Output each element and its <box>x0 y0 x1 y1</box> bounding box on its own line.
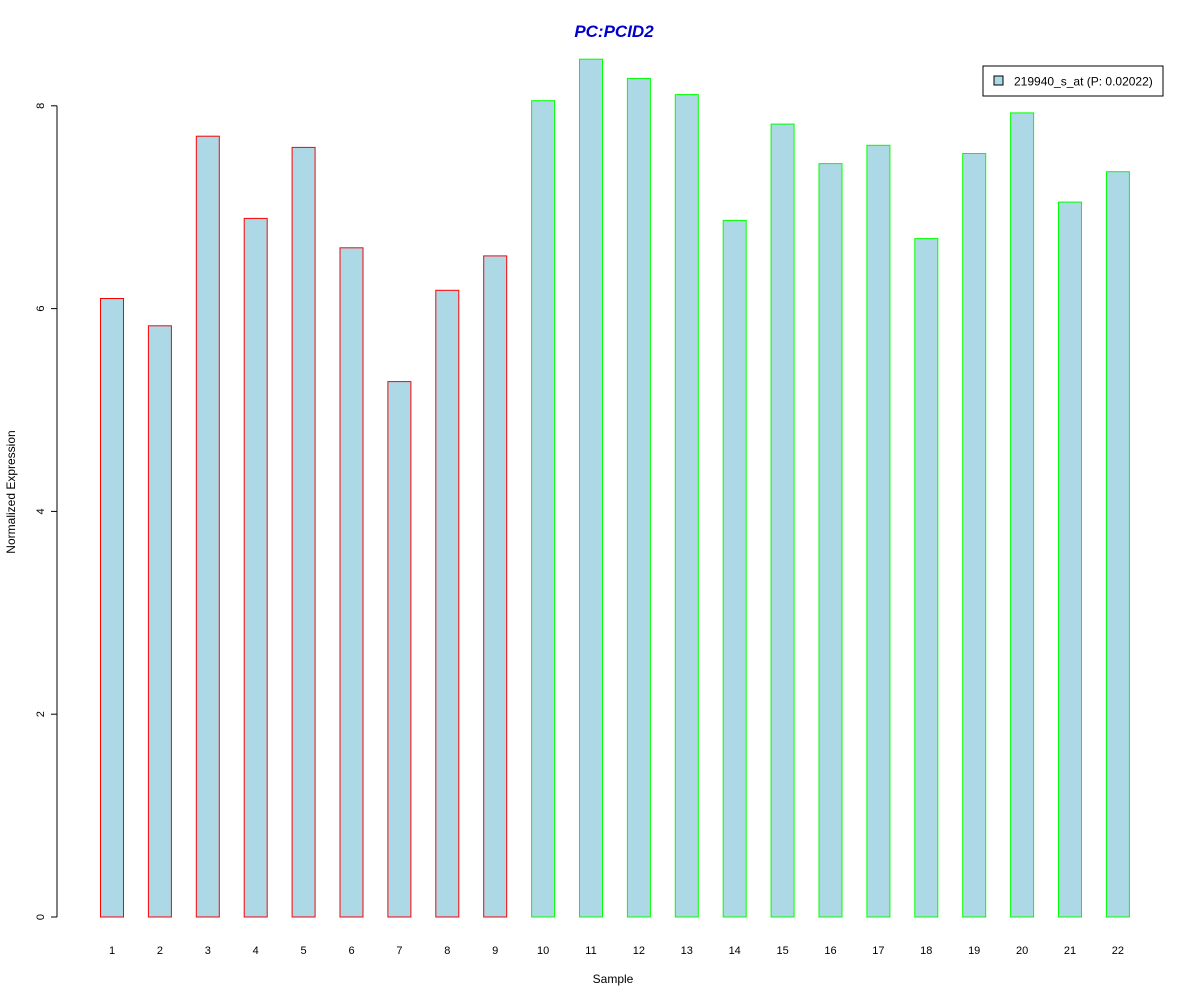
bar-sample-2 <box>147 325 172 918</box>
bar-sample-9 <box>483 255 508 918</box>
x-tick-label: 11 <box>585 945 596 957</box>
x-tick-label: 9 <box>492 945 498 957</box>
bar-sample-3 <box>195 135 220 918</box>
x-tick-label: 21 <box>1064 945 1076 957</box>
y-tick-label: 0 <box>35 914 47 920</box>
bar-sample-11 <box>579 58 603 918</box>
legend-swatch <box>993 75 1004 86</box>
bar-sample-16 <box>818 163 843 918</box>
x-axis-label: Sample <box>593 972 634 986</box>
x-tick-label: 1 <box>109 945 115 957</box>
x-tick-label: 15 <box>776 945 788 957</box>
y-tick-label: 2 <box>35 711 47 717</box>
x-tick-label: 7 <box>396 945 402 957</box>
x-tick-label: 4 <box>253 945 259 957</box>
bar-sample-14 <box>722 219 747 918</box>
y-tick-label: 6 <box>35 306 47 312</box>
legend: 219940_s_at (P: 0.02022) <box>982 65 1164 97</box>
legend-box <box>982 65 1164 97</box>
bar-sample-15 <box>770 123 795 918</box>
x-tick-label: 10 <box>537 945 549 957</box>
x-tick-label: 20 <box>1016 945 1028 957</box>
y-axis-label: Normalized Expression <box>4 430 18 553</box>
bar-sample-8 <box>435 289 460 918</box>
y-axis: 0 2 4 6 8 <box>35 103 58 920</box>
x-tick-label: 2 <box>157 945 163 957</box>
x-tick-label: 16 <box>824 945 836 957</box>
x-tick-label: 6 <box>348 945 354 957</box>
bar-sample-10 <box>531 100 556 918</box>
bar-sample-7 <box>387 381 412 918</box>
x-tick-label: 14 <box>729 945 741 957</box>
bar-sample-20 <box>1010 112 1035 918</box>
x-tick-labels: 1 2 3 4 5 6 7 8 9 10 11 12 13 14 15 16 17 18 19 20 21 22 <box>109 945 1124 957</box>
y-tick-label: 4 <box>35 508 47 514</box>
chart-title: PC:PCID2 <box>574 22 654 41</box>
bar-sample-18 <box>914 238 939 918</box>
legend-label: 219940_s_at (P: 0.02022) <box>1014 75 1153 89</box>
x-tick-label: 5 <box>301 945 307 957</box>
x-tick-label: 19 <box>968 945 980 957</box>
bar-sample-22 <box>1105 171 1130 918</box>
bar-sample-1 <box>100 298 124 918</box>
x-tick-label: 22 <box>1112 945 1124 957</box>
bars-group <box>100 58 1130 918</box>
y-tick-label: 8 <box>35 103 47 109</box>
bar-sample-12 <box>626 77 651 918</box>
x-tick-label: 18 <box>920 945 932 957</box>
bar-sample-17 <box>866 144 891 918</box>
x-tick-label: 17 <box>872 945 884 957</box>
x-tick-label: 12 <box>633 945 645 957</box>
bar-sample-21 <box>1058 201 1082 918</box>
x-tick-label: 13 <box>681 945 693 957</box>
bar-sample-5 <box>291 146 316 918</box>
x-tick-label: 8 <box>444 945 450 957</box>
bar-sample-13 <box>674 94 699 918</box>
x-tick-label: 3 <box>205 945 211 957</box>
bar-sample-4 <box>243 217 268 918</box>
bar-sample-19 <box>962 153 987 918</box>
bar-sample-6 <box>339 247 364 918</box>
